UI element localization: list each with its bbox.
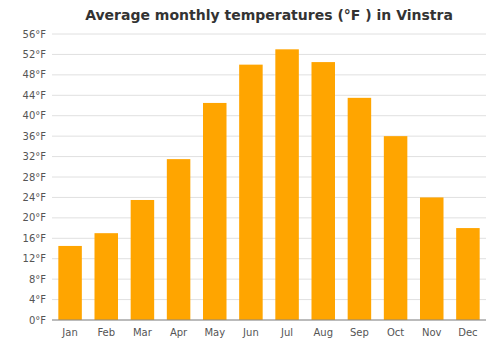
- grid-line: [52, 95, 486, 96]
- x-tick-label: Apr: [170, 327, 188, 338]
- bar: [94, 233, 118, 320]
- x-axis-line: [52, 320, 486, 321]
- bar: [384, 136, 408, 320]
- y-tick-label: 16°F: [23, 233, 47, 244]
- x-tick-label: Nov: [422, 327, 442, 338]
- x-tick-label: Jun: [242, 327, 259, 338]
- grid-line: [52, 136, 486, 137]
- y-axis: 0°F 4°F 8°F 12°F 16°F 20°F 24°F 28°F 32°F 36°F 40°…: [23, 29, 47, 326]
- x-tick-label: Dec: [458, 327, 477, 338]
- y-tick-label: 12°F: [23, 253, 47, 264]
- y-tick-label: 8°F: [29, 274, 46, 285]
- bar: [348, 98, 372, 320]
- grid-line: [52, 34, 486, 35]
- grid-line: [52, 54, 486, 55]
- bar: [131, 200, 155, 320]
- bar: [58, 246, 82, 320]
- grid: [52, 34, 486, 320]
- bar: [420, 197, 444, 320]
- bars: [58, 49, 479, 320]
- y-tick-label: 28°F: [23, 172, 47, 183]
- y-tick-label: 32°F: [23, 151, 47, 162]
- y-tick-label: 24°F: [23, 192, 47, 203]
- x-tick-label: Oct: [387, 327, 404, 338]
- bar: [203, 103, 227, 320]
- y-tick-label: 56°F: [23, 29, 47, 40]
- x-tick-label: Feb: [97, 327, 115, 338]
- x-tick-label: Jul: [280, 327, 293, 338]
- title: Average monthly temperatures (°F ) in Vi…: [85, 7, 453, 23]
- bar: [275, 49, 299, 320]
- y-tick-label: 36°F: [23, 131, 47, 142]
- y-tick-label: 48°F: [23, 69, 47, 80]
- bar: [311, 62, 335, 320]
- x-axis: Jan Feb Mar Apr May Jun Jul Aug Sep Oct Nov Dec: [52, 320, 486, 338]
- chart-svg: Average monthly temperatures (°F ) in Vi…: [0, 0, 500, 350]
- y-tick-label: 40°F: [23, 110, 47, 121]
- grid-line: [52, 320, 486, 321]
- y-tick-label: 20°F: [23, 212, 47, 223]
- chart-container: Average monthly temperatures (°F ) in Vi…: [0, 0, 500, 350]
- x-tick-label: Aug: [313, 327, 333, 338]
- grid-line: [52, 115, 486, 116]
- x-tick-label: May: [204, 327, 225, 338]
- y-tick-label: 44°F: [23, 90, 47, 101]
- y-tick-label: 4°F: [29, 294, 46, 305]
- grid-line: [52, 156, 486, 157]
- x-tick-label: Sep: [350, 327, 369, 338]
- x-tick-label: Mar: [133, 327, 153, 338]
- bar: [456, 228, 480, 320]
- y-tick-label: 52°F: [23, 49, 47, 60]
- x-tick-label: Jan: [61, 327, 77, 338]
- grid-line: [52, 74, 486, 75]
- bar: [239, 65, 263, 320]
- y-tick-label: 0°F: [29, 315, 46, 326]
- bar: [167, 159, 191, 320]
- grid-line: [52, 177, 486, 178]
